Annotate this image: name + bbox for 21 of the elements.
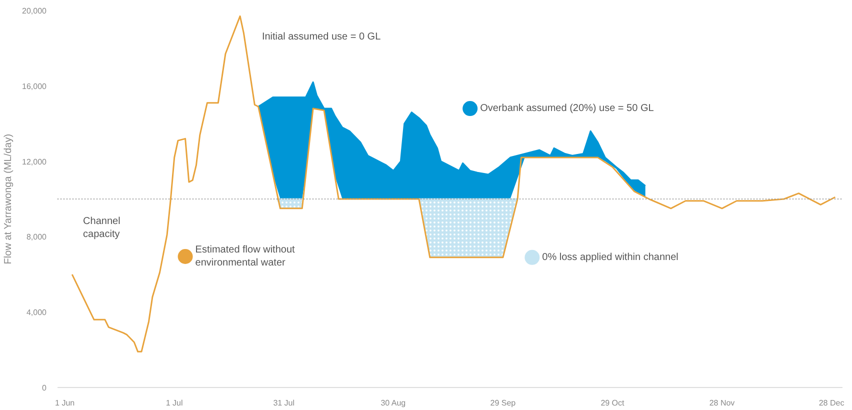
x-tick-label: 31 Jul [273, 398, 295, 408]
legend-label: Estimated flow without environmental water [195, 244, 295, 269]
x-tick-label: 29 Oct [600, 398, 626, 408]
x-tick-label: 1 Jul [166, 398, 184, 408]
y-tick-label: 20,000 [22, 6, 48, 16]
legend-label: Overbank assumed (20%) use = 50 GL [480, 103, 654, 114]
annotation: Initial assumed use = 0 GL [262, 31, 382, 42]
y-tick-label: 8,000 [26, 232, 48, 242]
y-tick-label: 0 [42, 384, 48, 392]
y-axis-title: Flow at Yarrawonga (ML/day) [3, 134, 14, 264]
x-tick-label: 1 Jun [55, 398, 75, 408]
ref-line-label: Channel capacity [83, 216, 120, 240]
x-tick-label: 28 Nov [709, 398, 735, 408]
y-tick-label: 4,000 [26, 308, 48, 318]
legend-label: 0% loss applied within channel [542, 252, 678, 263]
line-series [71, 15, 836, 352]
x-tick-label: 30 Aug [380, 398, 406, 408]
y-tick-label: 16,000 [22, 82, 48, 91]
y-tick-label: 12,000 [22, 157, 48, 166]
x-tick-label: 28 Dec [818, 398, 844, 408]
x-tick-label: 29 Sep [490, 398, 516, 408]
